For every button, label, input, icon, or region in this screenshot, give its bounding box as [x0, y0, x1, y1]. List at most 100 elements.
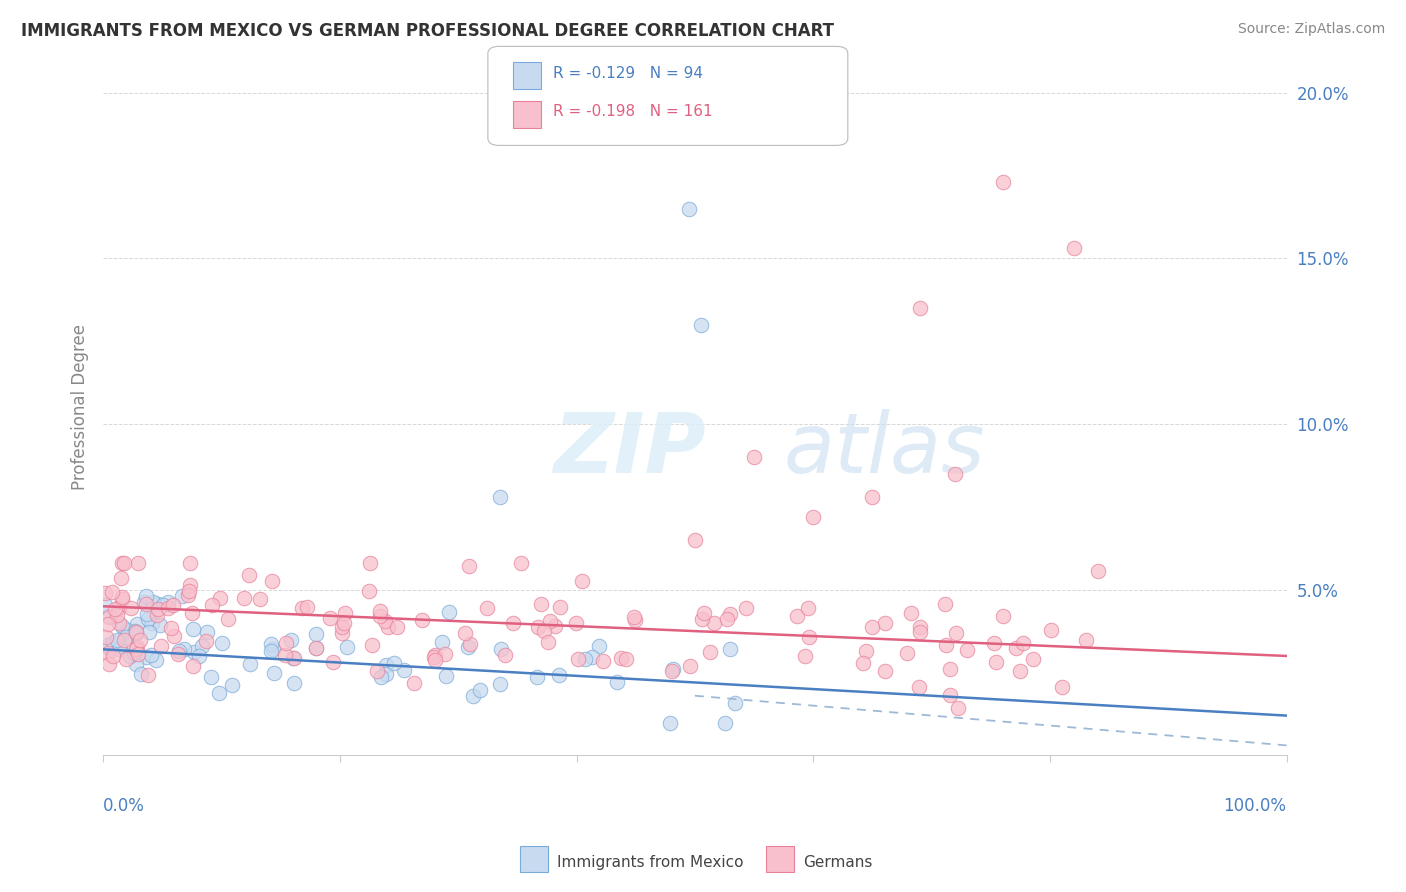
Point	[616, 652, 638, 666]
Point	[509, 556, 531, 570]
Point	[233, 591, 256, 605]
Point	[179, 556, 201, 570]
Point	[105, 607, 128, 622]
Point	[581, 650, 603, 665]
Point	[908, 680, 931, 694]
Point	[567, 651, 589, 665]
Point	[135, 590, 157, 604]
Point	[322, 655, 344, 669]
Point	[200, 670, 222, 684]
Text: Germans: Germans	[803, 855, 872, 870]
Point	[141, 615, 163, 630]
Point	[96, 630, 118, 644]
Text: R = -0.198   N = 161: R = -0.198 N = 161	[553, 104, 713, 119]
Point	[152, 598, 174, 612]
Point	[115, 630, 138, 644]
Point	[1010, 664, 1032, 678]
Point	[453, 625, 475, 640]
Point	[1050, 680, 1073, 694]
Point	[195, 625, 218, 640]
Point	[173, 642, 195, 657]
Point	[183, 645, 205, 659]
Point	[794, 648, 817, 663]
Point	[801, 509, 824, 524]
Point	[124, 624, 146, 638]
Point	[122, 646, 145, 660]
Point	[458, 558, 481, 573]
Point	[111, 556, 134, 570]
Point	[135, 650, 157, 665]
Point	[624, 613, 647, 627]
Point	[149, 617, 172, 632]
Text: ZIP: ZIP	[553, 409, 706, 490]
Point	[111, 591, 134, 605]
Point	[217, 612, 239, 626]
Point	[360, 639, 382, 653]
Point	[283, 651, 305, 665]
Point	[873, 664, 896, 678]
Point	[239, 657, 262, 671]
Point	[141, 595, 163, 609]
Point	[938, 662, 960, 676]
Point	[370, 670, 392, 684]
Point	[128, 556, 150, 570]
Point	[101, 648, 124, 663]
Point	[305, 626, 328, 640]
Point	[149, 639, 172, 653]
Point	[359, 556, 381, 570]
Point	[900, 607, 922, 621]
Point	[860, 490, 883, 504]
Point	[423, 648, 446, 663]
Point	[160, 621, 183, 635]
Point	[679, 658, 702, 673]
Point	[274, 648, 297, 662]
Point	[194, 634, 217, 648]
Point	[368, 604, 391, 618]
Point	[661, 664, 683, 678]
Point	[571, 574, 593, 588]
Point	[716, 612, 738, 626]
Text: IMMIGRANTS FROM MEXICO VS GERMAN PROFESSIONAL DEGREE CORRELATION CHART: IMMIGRANTS FROM MEXICO VS GERMAN PROFESS…	[21, 22, 834, 40]
Point	[179, 578, 201, 592]
Point	[703, 616, 725, 631]
Point	[494, 648, 516, 662]
Point	[305, 641, 328, 656]
Point	[97, 609, 120, 624]
Point	[377, 620, 399, 634]
Point	[190, 640, 212, 654]
Point	[368, 608, 391, 623]
Point	[118, 648, 141, 663]
Point	[432, 634, 454, 648]
Point	[121, 601, 143, 615]
Point	[404, 676, 426, 690]
Point	[662, 662, 685, 676]
Point	[592, 654, 614, 668]
Point	[544, 619, 567, 633]
Point	[574, 652, 596, 666]
Point	[734, 601, 756, 615]
Point	[136, 612, 159, 626]
Point	[103, 635, 125, 649]
Y-axis label: Professional Degree: Professional Degree	[72, 325, 89, 491]
Point	[690, 611, 713, 625]
Point	[1021, 652, 1043, 666]
Point	[127, 648, 149, 662]
Point	[145, 608, 167, 623]
Point	[565, 616, 588, 631]
Point	[125, 625, 148, 640]
Point	[956, 643, 979, 657]
Point	[305, 641, 328, 656]
Point	[948, 700, 970, 714]
Point	[146, 598, 169, 612]
Point	[333, 606, 356, 620]
Point	[550, 600, 572, 615]
Point	[94, 585, 117, 599]
Point	[689, 318, 711, 332]
Point	[156, 601, 179, 615]
Point	[94, 598, 117, 612]
Point	[375, 657, 398, 672]
Point	[127, 640, 149, 654]
Point	[167, 648, 190, 662]
Point	[104, 602, 127, 616]
Point	[457, 640, 479, 654]
